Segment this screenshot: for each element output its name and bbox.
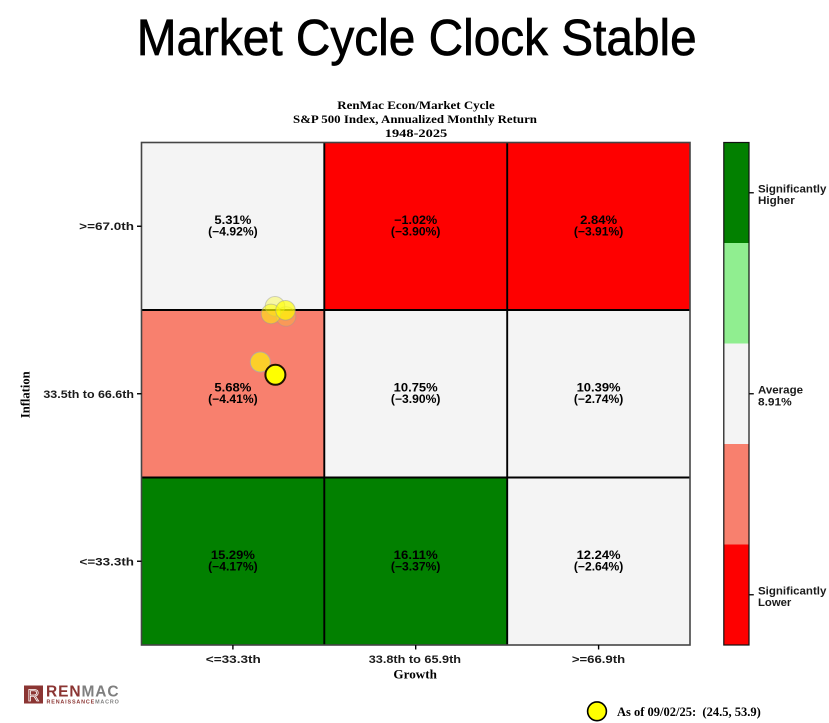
svg-text:33.5th to 66.6th: 33.5th to 66.6th xyxy=(43,389,134,401)
svg-text:Growth: Growth xyxy=(393,666,437,681)
svg-text:Market Cycle Clock Stable: Market Cycle Clock Stable xyxy=(137,9,697,66)
svg-text:Inflation: Inflation xyxy=(18,371,33,418)
svg-text:2.84%(−3.91%): 2.84% (−3.91%) xyxy=(574,215,624,239)
svg-text:1948-2025: 1948-2025 xyxy=(385,126,448,140)
svg-text:R: R xyxy=(28,687,40,705)
svg-text:5.68%(−4.41%): 5.68% (−4.41%) xyxy=(208,382,258,406)
svg-text:−1.02%(−3.90%): −1.02% (−3.90%) xyxy=(391,215,441,239)
svg-text:16.11%(−3.37%): 16.11% (−3.37%) xyxy=(391,550,441,574)
svg-text:<=33.3th: <=33.3th xyxy=(206,654,261,666)
svg-text:RENAISSANCEMACRO: RENAISSANCEMACRO xyxy=(47,699,120,705)
svg-text:15.29%(−4.17%): 15.29% (−4.17%) xyxy=(208,550,258,574)
svg-text:S&P 500 Index, Annualized Mont: S&P 500 Index, Annualized Monthly Return xyxy=(293,112,537,126)
svg-text:10.39%(−2.74%): 10.39% (−2.74%) xyxy=(574,382,624,406)
svg-text:<=33.3th: <=33.3th xyxy=(80,557,135,569)
svg-text:10.75%(−3.90%): 10.75% (−3.90%) xyxy=(391,382,441,406)
svg-text:>=66.9th: >=66.9th xyxy=(572,654,625,666)
svg-text:12.24%(−2.64%): 12.24% (−2.64%) xyxy=(574,550,624,574)
svg-text:5.31%(−4.92%): 5.31% (−4.92%) xyxy=(208,215,258,239)
svg-text:As of 09/02/25: (24.5, 53.9): As of 09/02/25: (24.5, 53.9) xyxy=(617,705,761,719)
svg-text:RENMAC: RENMAC xyxy=(46,683,119,700)
svg-text:>=67.0th: >=67.0th xyxy=(79,221,134,233)
svg-text:RenMac Econ/Market Cycle: RenMac Econ/Market Cycle xyxy=(337,98,495,112)
svg-text:33.8th to 65.9th: 33.8th to 65.9th xyxy=(369,654,461,666)
